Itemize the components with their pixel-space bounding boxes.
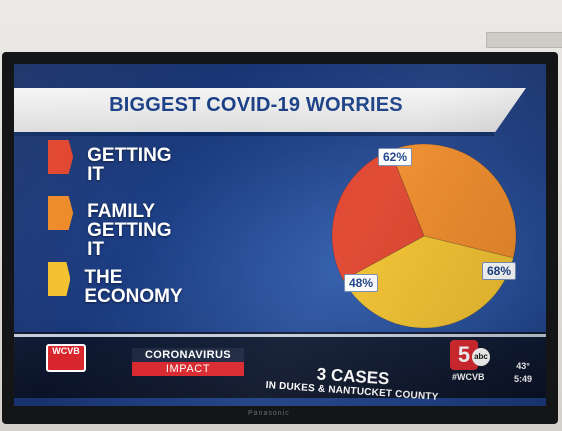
- pie-slice-family-getting-it: [389, 143, 517, 259]
- title-bar: [14, 88, 526, 132]
- wcvb-logo-left: WCVB: [46, 344, 86, 372]
- legend-swatch-the-economy: [48, 262, 71, 296]
- legend-swatch-family-getting-it: [48, 196, 74, 230]
- legend-label-the-economy: THE ECONOMY: [84, 267, 183, 307]
- pie-slice-getting-it: [331, 149, 425, 281]
- channel-5-abc-logo: 5 abc: [450, 340, 490, 370]
- legend-label-family-getting-it: FAMILY GETTING IT: [87, 201, 172, 260]
- data-label-68: 68%: [482, 262, 517, 280]
- legend-item-family-getting-it: FAMILY GETTING IT: [48, 196, 176, 259]
- weather-time: 43° 5:49: [514, 360, 532, 386]
- chart-title: BIGGEST COVID-19 WORRIES: [109, 94, 403, 116]
- clock-time: 5:49: [514, 374, 533, 384]
- pie-slice-the-economy: [342, 235, 514, 329]
- title-accent: [14, 132, 494, 136]
- tv-brand-logo: Panasonic: [248, 410, 290, 417]
- abc-logo-icon: abc: [472, 348, 490, 366]
- legend-item-getting-it: GETTING IT: [48, 140, 176, 184]
- data-label-48: 48%: [344, 274, 379, 292]
- shelf: [486, 32, 562, 48]
- coronavirus-impact-badge: CORONAVIRUS IMPACT: [132, 348, 244, 376]
- impact-bottom-text: IMPACT: [132, 362, 244, 376]
- tv-screen: BIGGEST COVID-19 WORRIES GETTING IT FAMI…: [14, 64, 546, 406]
- legend-swatch-getting-it: [48, 140, 74, 174]
- wcvb-logo-text: WCVB: [52, 346, 80, 356]
- impact-top-text: CORONAVIRUS: [132, 348, 244, 362]
- legend-label-getting-it: GETTING IT: [87, 145, 172, 185]
- data-label-62: 62%: [378, 148, 413, 166]
- hashtag: #WCVB: [452, 372, 485, 382]
- legend-item-the-economy: THE ECONOMY: [48, 262, 190, 306]
- pie-chart: [331, 143, 517, 329]
- temperature: 43°: [516, 361, 530, 371]
- lower-third-stripe: [14, 334, 546, 337]
